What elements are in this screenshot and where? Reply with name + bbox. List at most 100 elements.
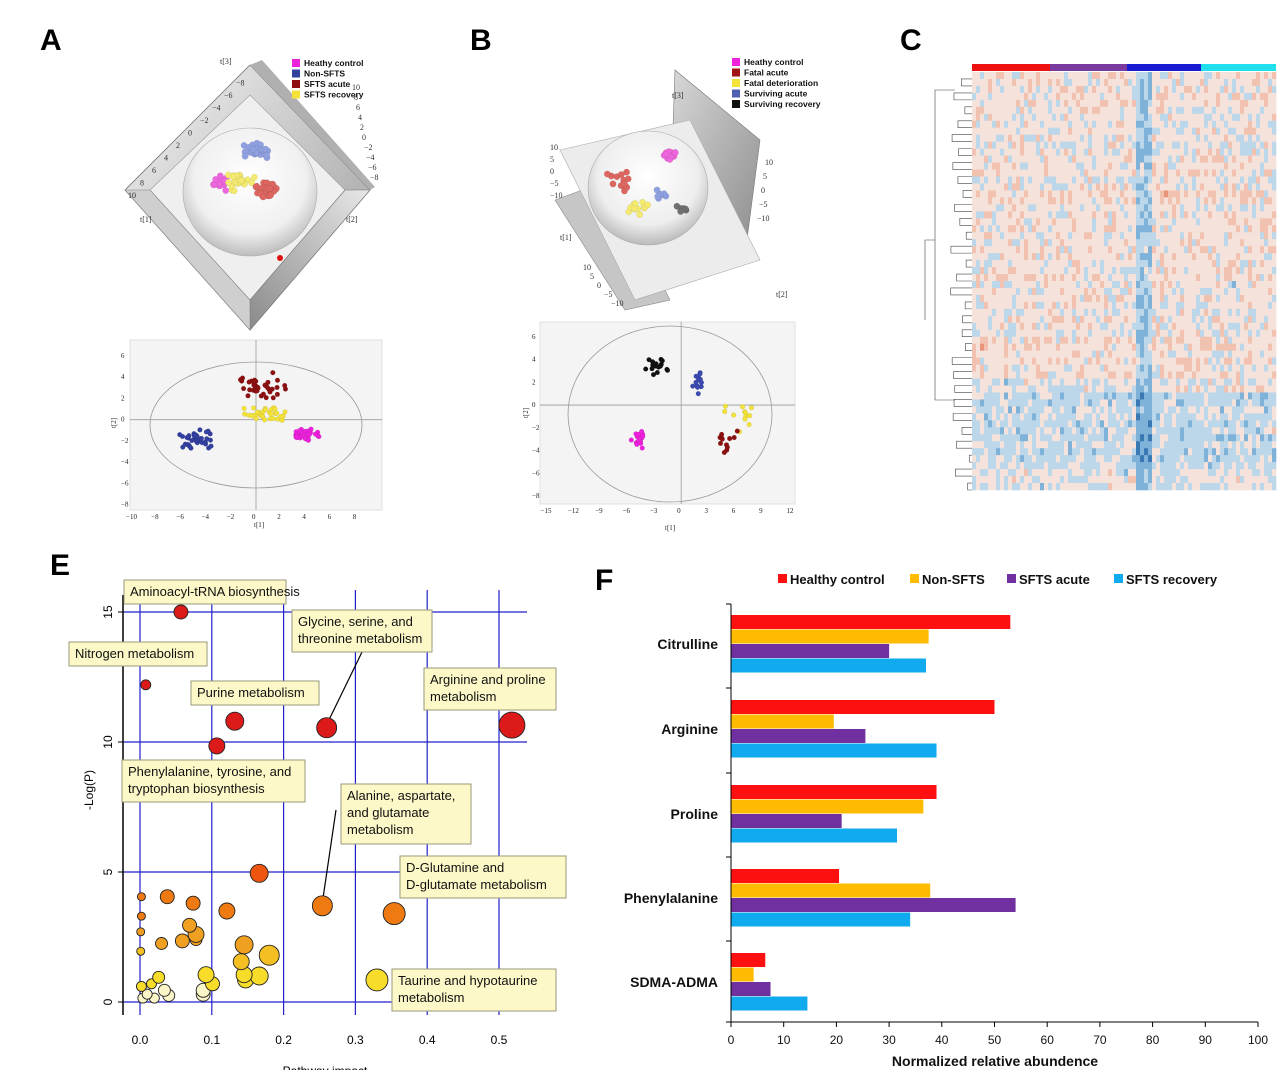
heatmap-cell [1088, 239, 1093, 247]
heatmap-cell [1172, 427, 1177, 435]
heatmap-cell [1260, 378, 1265, 386]
heatmap-cell [992, 148, 997, 156]
heatmap-cell [1236, 85, 1241, 94]
heatmap-cell [1192, 385, 1197, 393]
heatmap-cell [1012, 378, 1017, 386]
heatmap-cell [1268, 274, 1273, 282]
score-point [180, 444, 186, 450]
heatmap-cell [1248, 364, 1253, 372]
score-point [731, 435, 737, 441]
heatmap-cell [1028, 455, 1033, 463]
heatmap-cell [996, 148, 1001, 156]
heatmap-cell [1084, 469, 1089, 477]
heatmap-cell [1216, 434, 1221, 442]
heatmap-cell [1008, 92, 1013, 101]
heatmap-cell [1128, 392, 1133, 400]
heatmap-cell [1220, 176, 1225, 184]
heatmap-cell [976, 455, 981, 463]
heatmap-cell [1116, 350, 1121, 358]
panel-b-grid [540, 322, 795, 504]
heatmap-cell [1072, 469, 1077, 477]
score-point [634, 441, 640, 447]
heatmap-cell [988, 441, 993, 449]
heatmap-cell [1264, 385, 1269, 393]
heatmap-cell [1184, 72, 1189, 80]
heatmap-cell [992, 232, 997, 240]
heatmap-cell [1116, 92, 1121, 101]
heatmap-cell [1260, 183, 1265, 191]
heatmap-cell [1092, 455, 1097, 463]
heatmap-cell [972, 99, 977, 108]
heatmap-cell [1192, 274, 1197, 282]
heatmap-cell [1140, 134, 1145, 142]
heatmap-cell [984, 385, 989, 393]
heatmap-cell [1084, 225, 1089, 233]
heatmap-cell [1172, 462, 1177, 470]
heatmap-cell [1044, 113, 1049, 122]
heatmap-cell [1260, 78, 1265, 87]
heatmap-cell [1020, 308, 1025, 317]
heatmap-cell [1228, 190, 1233, 198]
heatmap-cell [1016, 434, 1021, 442]
heatmap-cell [1064, 357, 1069, 365]
heatmap-cell [1228, 385, 1233, 393]
group-bar-segment [972, 64, 1050, 71]
heatmap-cell [1252, 392, 1257, 400]
heatmap-cell [1124, 322, 1129, 331]
heatmap-cell [1232, 190, 1237, 198]
heatmap-cell [1024, 329, 1029, 338]
heatmap-cell [1272, 308, 1277, 317]
heatmap-cell [1136, 176, 1141, 184]
heatmap-cell [1268, 336, 1273, 344]
heatmap-cell [1152, 343, 1157, 351]
heatmap-cell [1240, 169, 1245, 177]
heatmap-cell [1156, 399, 1161, 407]
heatmap-cell [1064, 441, 1069, 449]
heatmap-cell [1076, 462, 1081, 470]
heatmap-cell [1232, 371, 1237, 379]
heatmap-cell [1244, 294, 1249, 303]
heatmap-cell [1120, 162, 1125, 170]
heatmap-cell [1064, 99, 1069, 108]
heatmap-cell [1164, 218, 1169, 226]
heatmap-cell [1116, 246, 1121, 254]
heatmap-cell [988, 204, 993, 212]
heatmap-cell [1120, 85, 1125, 94]
heatmap-cell [996, 476, 1001, 484]
heatmap-cell [1228, 378, 1233, 386]
heatmap-cell [1264, 434, 1269, 442]
heatmap-cell [1224, 183, 1229, 191]
heatmap-cell [1264, 127, 1269, 135]
heatmap-cell [1088, 106, 1093, 115]
heatmap-cell [1180, 378, 1185, 386]
heatmap-cell [1024, 406, 1029, 414]
heatmap-cell [1140, 413, 1145, 421]
heatmap-cell [976, 204, 981, 212]
heatmap-cell [984, 371, 989, 379]
heatmap-cell [1184, 246, 1189, 254]
heatmap-cell [1180, 176, 1185, 184]
heatmap-cell [992, 441, 997, 449]
heatmap-cell [1112, 141, 1117, 149]
heatmap-cell [1200, 413, 1205, 421]
heatmap-cell [1244, 455, 1249, 463]
heatmap-cell [1252, 120, 1257, 129]
heatmap-cell [1148, 120, 1153, 129]
heatmap-cell [1252, 385, 1257, 393]
heatmap-cell [1156, 197, 1161, 205]
heatmap-cell [1256, 72, 1261, 80]
tick-label: 10 [765, 158, 773, 167]
heatmap-cell [1012, 176, 1017, 184]
heatmap-cell [1196, 413, 1201, 421]
heatmap-cell [1112, 106, 1117, 115]
heatmap-cell [1256, 406, 1261, 414]
heatmap-cell [1068, 106, 1073, 115]
heatmap-cell [1116, 253, 1121, 261]
heatmap-cell [1204, 106, 1209, 115]
heatmap-cell [992, 406, 997, 414]
heatmap-cell [1156, 469, 1161, 477]
heatmap-cell [1132, 155, 1137, 163]
heatmap-cell [972, 336, 977, 344]
heatmap-cell [1092, 211, 1097, 219]
heatmap-cell [1036, 239, 1041, 247]
